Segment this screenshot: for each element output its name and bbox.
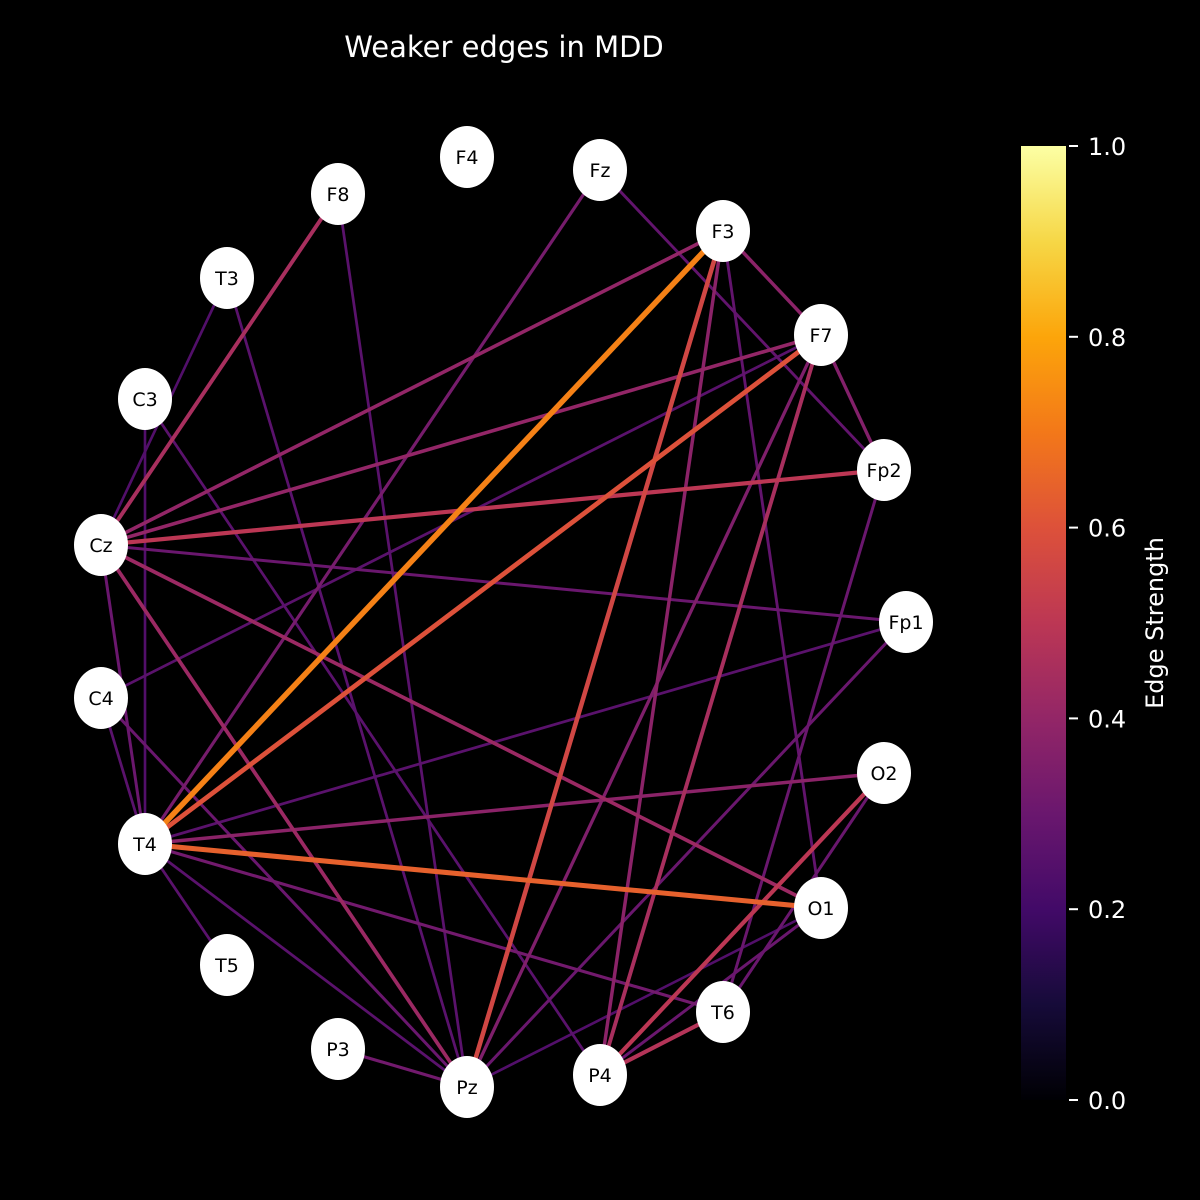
edge-fp1-pz — [465, 620, 908, 1089]
edge-fz-t4 — [143, 169, 602, 845]
edge-f3-o1 — [721, 230, 823, 909]
edge-c4-pz — [99, 696, 469, 1089]
edge-f8-cz — [99, 192, 340, 547]
node-label: P4 — [588, 1065, 612, 1087]
node-label: F8 — [326, 184, 349, 206]
edge-f3-t4 — [142, 229, 726, 846]
edge-f7-pz — [465, 334, 823, 1088]
node-p3: P3 — [311, 1018, 365, 1080]
colorbar-label: Edge Strength — [1141, 537, 1169, 709]
edge-f7-cz — [100, 333, 822, 547]
node-label: O2 — [870, 763, 897, 785]
edge-f7-t4 — [143, 333, 823, 846]
edge-t4-o1 — [144, 841, 822, 911]
node-label: O1 — [807, 898, 834, 920]
edge-f7-c4 — [100, 333, 822, 700]
edge-f7-p4 — [598, 334, 823, 1076]
edge-f3-pz — [464, 230, 726, 1088]
node-circle — [74, 667, 128, 729]
node-cz: Cz — [74, 514, 128, 576]
node-circle — [74, 514, 128, 576]
node-circle — [696, 981, 750, 1043]
node-f7: F7 — [794, 304, 848, 366]
node-label: P3 — [326, 1039, 350, 1061]
node-circle — [857, 742, 911, 804]
node-fp2: Fp2 — [857, 439, 911, 501]
node-label: Pz — [456, 1077, 477, 1099]
node-t5: T5 — [200, 934, 254, 996]
node-pz: Pz — [440, 1056, 494, 1118]
node-label: C4 — [88, 688, 113, 710]
node-fz: Fz — [573, 139, 627, 201]
colorbar-tick-label: 0.4 — [1088, 705, 1126, 733]
node-circle — [573, 1044, 627, 1106]
colorbar-tick-label: 0.8 — [1088, 324, 1126, 352]
node-t6: T6 — [696, 981, 750, 1043]
node-o1: O1 — [794, 877, 848, 939]
node-circle — [200, 934, 254, 996]
colorbar-tick-label: 1.0 — [1088, 133, 1126, 161]
edge-f3-cz — [100, 229, 724, 547]
node-t3: T3 — [200, 247, 254, 309]
node-circle — [118, 368, 172, 430]
edge-t4-o2 — [144, 771, 885, 846]
node-circle — [118, 813, 172, 875]
node-p4: P4 — [573, 1044, 627, 1106]
node-circle — [573, 139, 627, 201]
node-label: Cz — [89, 535, 112, 557]
node-c3: C3 — [118, 368, 172, 430]
node-circle — [200, 247, 254, 309]
node-label: F4 — [455, 147, 478, 169]
node-circle — [879, 591, 933, 653]
edge-cz-fp2 — [100, 467, 885, 548]
node-t4: T4 — [118, 813, 172, 875]
edge-fz-fp2 — [598, 169, 886, 471]
edge-fp1-t4 — [144, 620, 907, 846]
node-circle — [440, 126, 494, 188]
nodes-layer: F4 Fz F3 F7 Fp2 Fp1 O2 O1 T6 P4 Pz P3 T5 T4 C4 Cz C3 T3 F8 — [74, 126, 933, 1118]
node-label: T4 — [132, 834, 157, 856]
node-label: T6 — [710, 1002, 735, 1024]
edges-layer — [99, 169, 908, 1089]
node-c4: C4 — [74, 667, 128, 729]
colorbar: 0.0 0.2 0.4 0.6 0.8 1.0 Edge Strength — [1021, 133, 1169, 1115]
edge-f8-pz — [336, 193, 469, 1088]
colorbar-gradient — [1021, 146, 1066, 1100]
edge-cz-o1 — [100, 543, 822, 910]
node-label: Fp2 — [866, 460, 901, 482]
edge-t3-pz — [225, 277, 469, 1088]
node-circle — [440, 1056, 494, 1118]
colorbar-ticks: 0.0 0.2 0.4 0.6 0.8 1.0 — [1069, 133, 1126, 1115]
node-circle — [794, 877, 848, 939]
node-f8: F8 — [311, 163, 365, 225]
node-label: C3 — [132, 389, 157, 411]
node-circle — [857, 439, 911, 501]
colorbar-tick-label: 0.0 — [1088, 1087, 1126, 1115]
node-label: T5 — [214, 955, 239, 977]
node-circle — [311, 163, 365, 225]
colorbar-tick-label: 0.2 — [1088, 896, 1126, 924]
node-circle — [794, 304, 848, 366]
edge-o1-pz — [466, 906, 822, 1089]
node-f3: F3 — [696, 200, 750, 262]
node-label: F3 — [711, 221, 734, 243]
node-label: Fz — [590, 160, 611, 182]
node-o2: O2 — [857, 742, 911, 804]
node-f4: F4 — [440, 126, 494, 188]
edge-t4-pz — [144, 842, 468, 1089]
colorbar-tick-label: 0.6 — [1088, 515, 1126, 543]
edge-o2-p4 — [598, 771, 886, 1077]
node-circle — [311, 1018, 365, 1080]
chart-title: Weaker edges in MDD — [344, 30, 664, 64]
node-label: Fp1 — [888, 612, 923, 634]
node-fp1: Fp1 — [879, 591, 933, 653]
edge-cz-pz — [99, 543, 469, 1089]
node-label: F7 — [809, 325, 832, 347]
edge-fp2-t6 — [721, 469, 886, 1013]
node-circle — [696, 200, 750, 262]
node-label: T3 — [214, 268, 239, 290]
edge-f3-p4 — [598, 230, 725, 1076]
edge-cz-fp1 — [100, 543, 907, 624]
